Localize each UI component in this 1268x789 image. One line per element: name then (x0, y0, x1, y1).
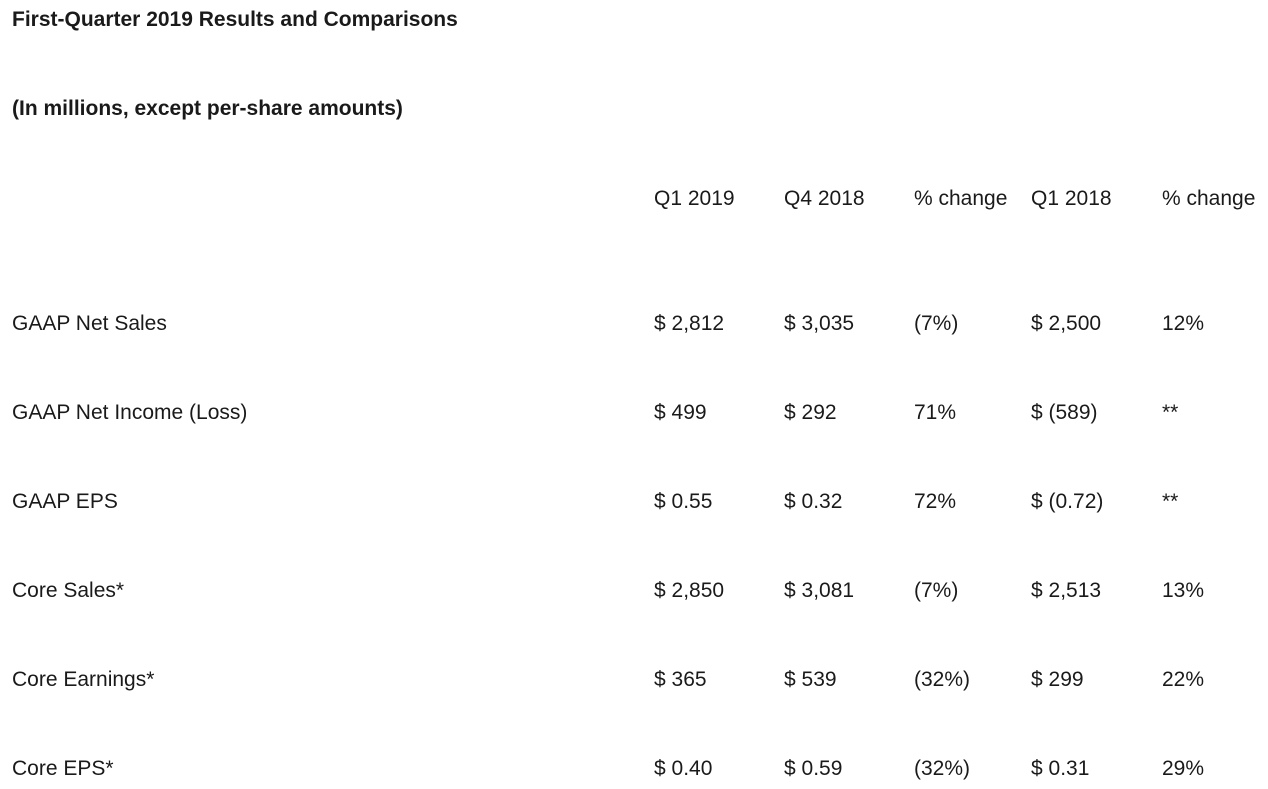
cell-q1-2019: $ 365 (654, 668, 707, 691)
cell-q1-2019: $ 2,812 (654, 312, 725, 335)
page-title: First-Quarter 2019 Results and Compariso… (12, 8, 458, 31)
cell-pct-change-q4: 71% (914, 401, 957, 424)
cell-q1-2018: $ 0.31 (1031, 757, 1090, 780)
header-q4-2018: Q4 2018 (784, 187, 865, 210)
cell-q1-2018: $ 2,513 (1031, 579, 1102, 602)
cell-pct-change-q4: (7%) (914, 579, 959, 602)
row-label: GAAP EPS (12, 490, 118, 513)
cell-q1-2018: $ (589) (1031, 401, 1098, 424)
cell-pct-change-q4: (32%) (914, 757, 971, 780)
table-subtitle: (In millions, except per-share amounts) (12, 97, 403, 120)
cell-pct-change-q1: 13% (1162, 579, 1205, 602)
row-label: GAAP Net Income (Loss) (12, 401, 248, 424)
row-label: Core Earnings* (12, 668, 155, 691)
cell-q4-2018: $ 539 (784, 668, 837, 691)
cell-q4-2018: $ 0.59 (784, 757, 843, 780)
cell-q1-2019: $ 499 (654, 401, 707, 424)
cell-q1-2018: $ 2,500 (1031, 312, 1102, 335)
cell-pct-change-q1: 29% (1162, 757, 1205, 780)
cell-q4-2018: $ 0.32 (784, 490, 843, 513)
cell-pct-change-q4: (7%) (914, 312, 959, 335)
cell-q1-2018: $ 299 (1031, 668, 1084, 691)
cell-pct-change-q1: 12% (1162, 312, 1205, 335)
cell-pct-change-q1: ** (1162, 490, 1179, 513)
cell-pct-change-q1: ** (1162, 401, 1179, 424)
cell-q1-2019: $ 0.55 (654, 490, 713, 513)
row-label: Core Sales* (12, 579, 125, 602)
header-q1-2018: Q1 2018 (1031, 187, 1112, 210)
header-q1-2019: Q1 2019 (654, 187, 735, 210)
header-pct-change-q1: % change (1162, 187, 1256, 210)
cell-q4-2018: $ 3,035 (784, 312, 855, 335)
cell-q4-2018: $ 292 (784, 401, 837, 424)
cell-q1-2018: $ (0.72) (1031, 490, 1104, 513)
cell-q1-2019: $ 0.40 (654, 757, 713, 780)
header-pct-change-q4: % change (914, 187, 1008, 210)
row-label: GAAP Net Sales (12, 312, 167, 335)
row-label: Core EPS* (12, 757, 114, 780)
cell-pct-change-q4: (32%) (914, 668, 971, 691)
cell-q4-2018: $ 3,081 (784, 579, 855, 602)
cell-pct-change-q4: 72% (914, 490, 957, 513)
cell-pct-change-q1: 22% (1162, 668, 1205, 691)
cell-q1-2019: $ 2,850 (654, 579, 725, 602)
